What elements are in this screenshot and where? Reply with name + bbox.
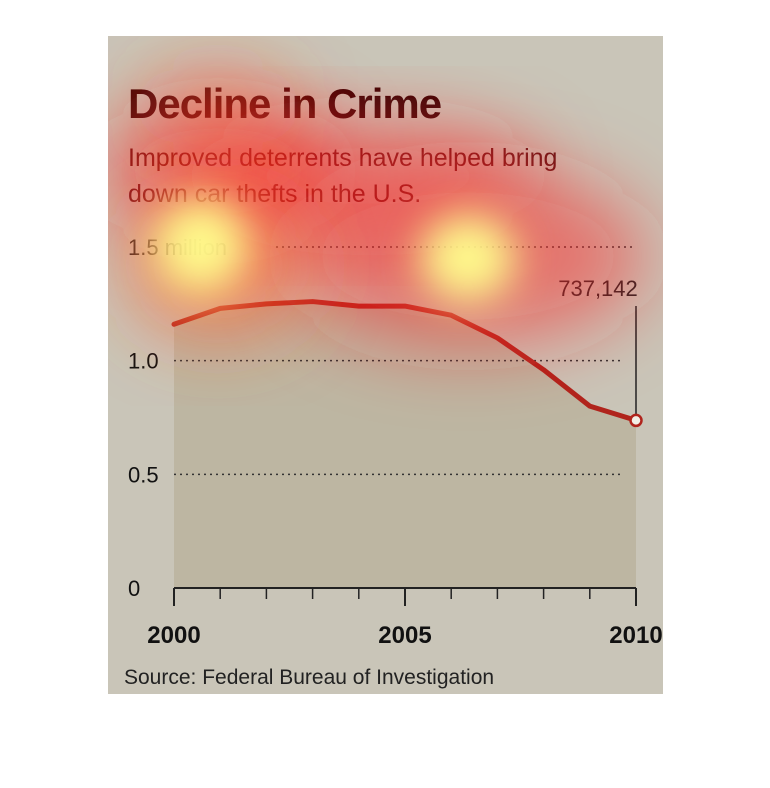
y-tick-label: 0.5 [128, 462, 159, 487]
x-tick-label: 2005 [378, 622, 431, 649]
source-note: Source: Federal Bureau of Investigation [124, 666, 495, 689]
chart-card: 0 0.5 1.0 1.5 million 2000 2005 2010 737,142 … [108, 36, 663, 694]
chart-subtitle: Improved deterrents have helped bring do… [128, 144, 558, 208]
chart-title: Decline in Crime [128, 80, 442, 127]
callout-label: 737,142 [558, 276, 638, 301]
x-tick-label: 2010 [609, 622, 662, 649]
area-fill [174, 301, 636, 588]
x-tick-label: 2000 [147, 622, 200, 649]
chart-plot: 0 0.5 1.0 1.5 million 2000 2005 2010 737,142 [128, 235, 663, 649]
y-tick-label: 1.5 million [128, 235, 227, 260]
y-tick-label: 1.0 [128, 349, 159, 374]
y-tick-label: 0 [128, 576, 140, 601]
end-point-marker [629, 413, 643, 428]
